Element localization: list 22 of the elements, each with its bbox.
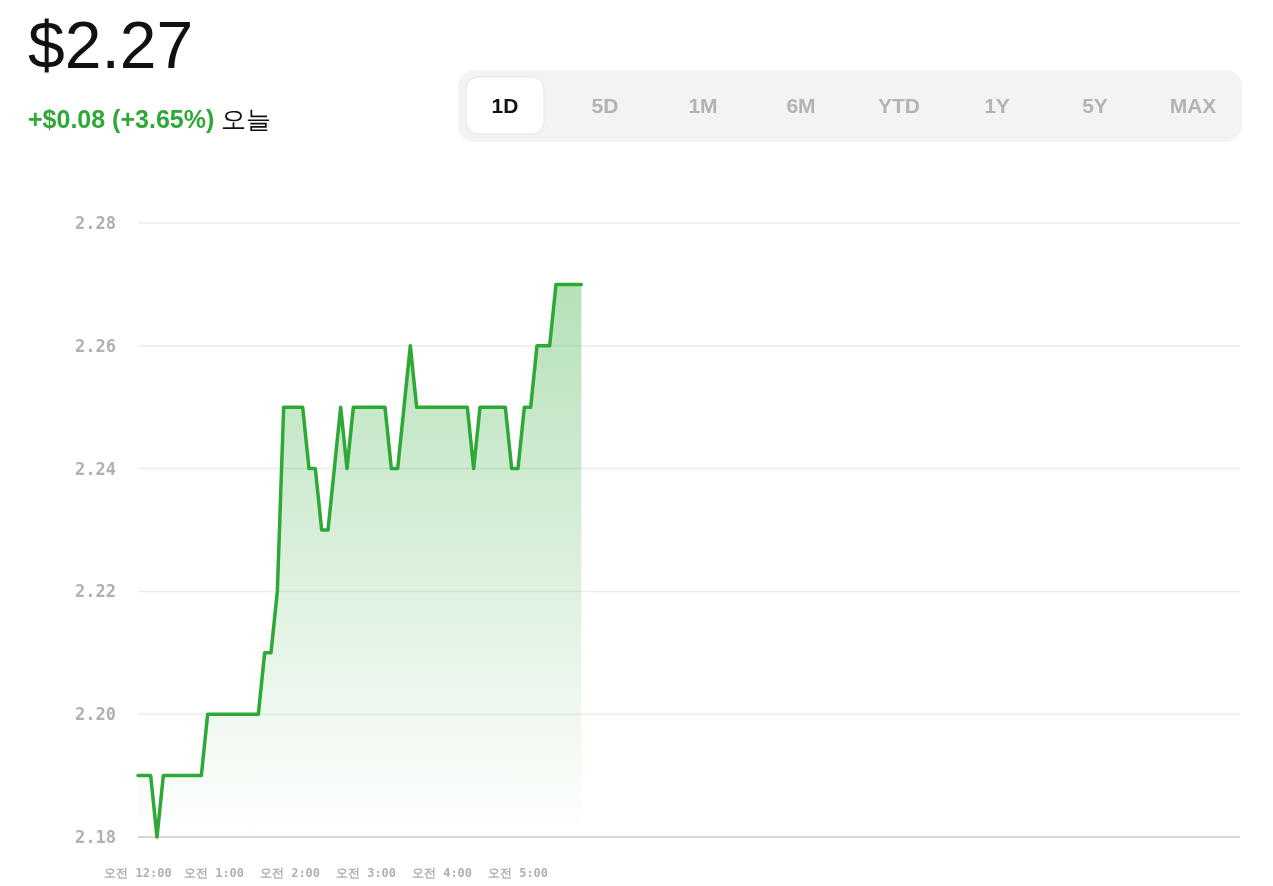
text: 6M — [786, 94, 816, 117]
y-tick-label: 2.24 — [75, 458, 116, 479]
text: 1M — [688, 94, 718, 117]
x-tick-label: 오전 12:00 — [104, 866, 172, 880]
text: 1Y — [984, 94, 1010, 117]
text: 1D — [491, 94, 519, 117]
y-tick-label: 2.22 — [75, 581, 116, 602]
text: MAX — [1169, 94, 1217, 117]
y-tick-label: 2.18 — [75, 827, 116, 847]
y-tick-label: 2.28 — [75, 213, 116, 233]
text: 5Y — [1082, 94, 1108, 117]
x-tick-label: 오전 5:00 — [487, 866, 549, 880]
text: YTD — [878, 94, 920, 117]
x-tick-label: 오전 2:00 — [259, 866, 321, 880]
chart-subtitle: +$0.08 (+3.65%) 오늘 — [28, 105, 272, 133]
text: 5D — [591, 94, 619, 117]
x-tick-label: 오전 1:00 — [183, 866, 245, 880]
y-tick-label: 2.26 — [75, 335, 116, 356]
y-tick-label: 2.20 — [75, 704, 116, 725]
x-tick-label: 오전 3:00 — [335, 866, 397, 880]
chart-title: $2.27 — [28, 8, 194, 82]
x-tick-label: 오전 4:00 — [411, 866, 473, 880]
